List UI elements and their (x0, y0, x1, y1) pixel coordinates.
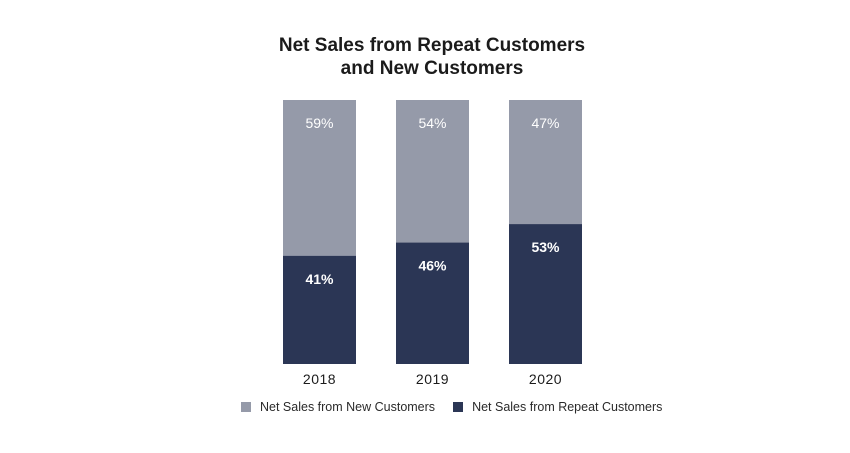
bar-repeat-2019 (396, 242, 469, 364)
x-tick-label-2018: 2018 (303, 371, 336, 387)
legend-item-new: Net Sales from New Customers (241, 400, 435, 414)
data-label-new-2019: 54% (418, 115, 446, 131)
data-label-new-2020: 47% (531, 115, 559, 131)
bar-new-2018 (283, 100, 356, 256)
chart-legend: Net Sales from New Customers Net Sales f… (241, 400, 680, 414)
legend-label-repeat: Net Sales from Repeat Customers (472, 400, 663, 414)
x-tick-label-2019: 2019 (416, 371, 449, 387)
chart-title-line-2: and New Customers (340, 58, 524, 79)
bar-repeat-2018 (283, 255, 356, 364)
bar-new-2020 (509, 100, 582, 225)
chart-title: Net Sales from Repeat Customers and New … (0, 34, 850, 80)
chart-title-line-1: Net Sales from Repeat Customers (278, 35, 586, 56)
legend-label-new: Net Sales from New Customers (260, 400, 436, 414)
x-tick-label-2020: 2020 (529, 371, 562, 387)
data-label-repeat-2020: 53% (531, 239, 560, 255)
legend-swatch-repeat (453, 402, 464, 412)
legend-item-repeat: Net Sales from Repeat Customers (453, 400, 662, 414)
bar-new-2019 (396, 100, 469, 243)
legend-swatch-new (241, 402, 251, 412)
bar-repeat-2020 (509, 224, 582, 364)
data-label-repeat-2019: 46% (418, 258, 447, 274)
data-label-new-2018: 59% (305, 115, 333, 131)
data-label-repeat-2018: 41% (305, 271, 334, 287)
